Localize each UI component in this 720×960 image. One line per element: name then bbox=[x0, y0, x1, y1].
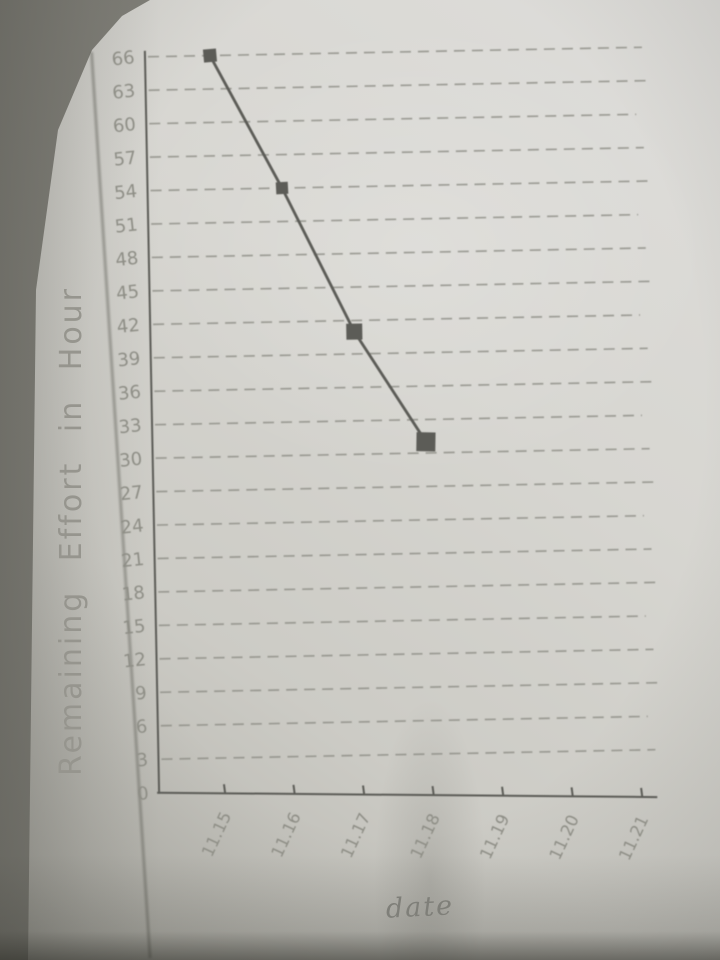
gridline bbox=[151, 247, 646, 259]
x-tick bbox=[362, 785, 366, 795]
x-tick bbox=[501, 786, 505, 796]
gridline bbox=[155, 447, 650, 460]
y-tick-label: 21 bbox=[120, 549, 145, 572]
x-tick-label: 11.17 bbox=[337, 810, 374, 861]
x-tick-label: 11.20 bbox=[546, 812, 583, 863]
x-tick-label: 11.15 bbox=[198, 809, 235, 860]
x-tick bbox=[222, 784, 227, 794]
gridline bbox=[151, 213, 639, 225]
gridline bbox=[149, 113, 637, 125]
gridline bbox=[150, 180, 652, 192]
y-tick-label: 9 bbox=[134, 683, 148, 705]
y-tick-label: 60 bbox=[112, 114, 137, 137]
gridline bbox=[161, 748, 656, 761]
x-tick-label: 11.21 bbox=[615, 812, 652, 863]
data-point bbox=[202, 48, 218, 63]
gridline bbox=[148, 79, 650, 92]
y-tick-label: 27 bbox=[119, 482, 144, 505]
y-tick-label: 6 bbox=[135, 716, 149, 738]
gridline bbox=[149, 146, 644, 158]
y-tick-label: 15 bbox=[122, 616, 147, 639]
gridline bbox=[158, 615, 646, 627]
x-tick bbox=[431, 785, 435, 796]
y-tick-label: 42 bbox=[116, 315, 141, 338]
y-tick-label: 3 bbox=[135, 750, 149, 772]
gridline bbox=[152, 280, 654, 292]
y-tick-label: 33 bbox=[118, 415, 143, 438]
x-tick bbox=[570, 787, 574, 797]
y-tick-label: 0 bbox=[136, 783, 150, 805]
y-tick-label: 24 bbox=[120, 515, 145, 538]
y-tick-label: 48 bbox=[114, 248, 139, 271]
gridline bbox=[154, 380, 656, 393]
data-point bbox=[416, 432, 436, 452]
y-tick-label: 18 bbox=[121, 582, 146, 605]
gridline bbox=[157, 548, 652, 560]
gridline bbox=[147, 46, 642, 58]
y-tick-label: 45 bbox=[115, 281, 140, 304]
gridline bbox=[156, 514, 644, 526]
gridline bbox=[153, 314, 641, 326]
gridline bbox=[153, 347, 648, 359]
x-tick-label: 11.18 bbox=[407, 811, 444, 862]
y-tick-label: 51 bbox=[114, 214, 139, 237]
x-axis bbox=[157, 791, 658, 799]
y-tick-label: 36 bbox=[117, 382, 142, 405]
y-tick-label: 12 bbox=[122, 649, 147, 672]
y-tick-label: 63 bbox=[111, 81, 136, 104]
gridline bbox=[158, 581, 660, 593]
y-tick-label: 30 bbox=[118, 448, 143, 471]
gridline bbox=[156, 481, 658, 493]
y-tick-label: 66 bbox=[111, 47, 136, 70]
x-tick-label: 11.16 bbox=[268, 809, 305, 860]
y-tick-label: 57 bbox=[113, 147, 138, 170]
y-tick-label: 39 bbox=[116, 348, 141, 371]
y-axis bbox=[143, 50, 161, 794]
gridline bbox=[155, 414, 642, 426]
gridline bbox=[159, 648, 654, 660]
data-point bbox=[275, 181, 289, 195]
data-point bbox=[346, 323, 363, 340]
y-axis-title: Remaining Effort in Hour bbox=[54, 285, 89, 777]
x-tick bbox=[292, 784, 296, 794]
x-tick-label: 11.19 bbox=[476, 811, 513, 862]
gridline bbox=[160, 715, 648, 727]
x-tick bbox=[640, 787, 644, 798]
gridline bbox=[160, 681, 662, 694]
data-line bbox=[208, 54, 428, 443]
y-tick-label: 54 bbox=[113, 181, 138, 204]
